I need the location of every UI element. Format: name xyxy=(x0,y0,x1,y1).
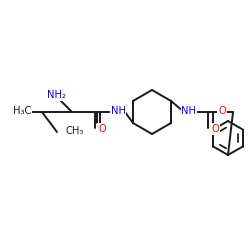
Text: O: O xyxy=(98,124,106,134)
Text: NH: NH xyxy=(110,106,126,116)
Text: CH₃: CH₃ xyxy=(65,126,84,136)
Text: H₃C: H₃C xyxy=(13,106,31,116)
Text: NH: NH xyxy=(182,106,196,116)
Text: O: O xyxy=(211,124,219,134)
Text: O: O xyxy=(218,106,226,116)
Text: NH₂: NH₂ xyxy=(48,90,66,100)
